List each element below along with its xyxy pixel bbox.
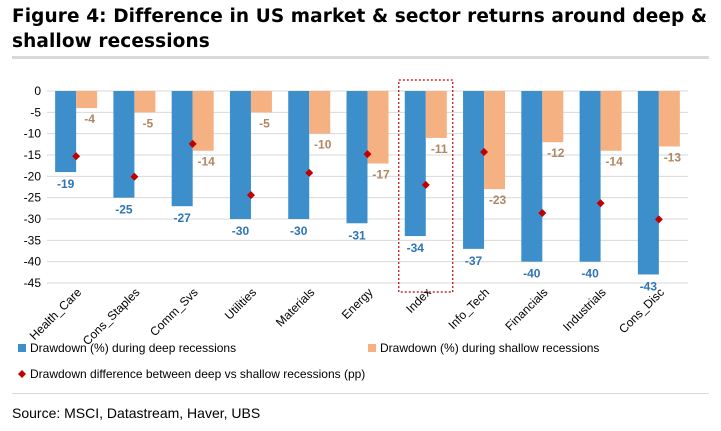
title-divider xyxy=(12,56,709,59)
y-tick-label: -20 xyxy=(24,169,42,183)
bar-shallow-index xyxy=(425,91,447,138)
deep-value-label: -43 xyxy=(640,279,658,293)
x-tick-label: Index xyxy=(403,285,434,316)
bar-shallow-financials xyxy=(542,91,564,143)
deep-value-label: -37 xyxy=(465,254,483,268)
legend-deep-label: Drawdown (%) during deep recessions xyxy=(30,341,236,355)
bar-deep-financials xyxy=(521,91,543,262)
y-tick-label: 0 xyxy=(34,84,41,98)
deep-value-label: -30 xyxy=(232,224,250,238)
legend-difference-swatch xyxy=(18,370,26,378)
difference-marker xyxy=(130,172,139,181)
legend-shallow-swatch xyxy=(368,344,376,352)
highlight-box xyxy=(398,79,454,293)
y-tick-label: -45 xyxy=(24,276,42,290)
deep-value-label: -19 xyxy=(57,177,75,191)
x-tick-label: Health_Care xyxy=(27,285,85,343)
difference-marker xyxy=(246,191,255,200)
highlight-box-layer xyxy=(398,79,454,293)
bar-deep-comm-svs xyxy=(171,91,193,207)
y-tick-label: -10 xyxy=(24,127,42,141)
shallow-value-label: -11 xyxy=(431,142,448,156)
y-tick-label: -25 xyxy=(24,191,42,205)
x-tick-label: Industrials xyxy=(560,285,609,334)
bar-shallow-health-care xyxy=(76,91,98,109)
bar-deep-health-care xyxy=(55,91,77,173)
bar-shallow-cons-disc xyxy=(658,91,680,147)
bar-shallow-utilities xyxy=(250,91,272,113)
difference-markers xyxy=(72,139,663,224)
deep-value-label: -31 xyxy=(348,228,366,242)
shallow-value-label: -10 xyxy=(314,138,332,152)
difference-marker xyxy=(72,152,81,161)
legend-deep-swatch xyxy=(18,344,26,352)
y-tick-label: -5 xyxy=(30,105,41,119)
bar-shallow-industrials xyxy=(600,91,622,151)
x-tick-label: Materials xyxy=(273,285,317,329)
difference-marker xyxy=(188,139,197,148)
bar-deep-info-tech xyxy=(463,91,485,249)
bar-shallow-materials xyxy=(309,91,331,134)
bar-deep-cons-staples xyxy=(113,91,135,198)
difference-marker xyxy=(480,148,489,157)
bar-shallow-info-tech xyxy=(484,91,506,190)
bar-deep-industrials xyxy=(579,91,601,262)
bar-deep-energy xyxy=(346,91,368,224)
figure-title: Figure 4: Difference in US market & sect… xyxy=(12,6,708,52)
bar-deep-index xyxy=(404,91,426,237)
deep-value-label: -40 xyxy=(523,267,541,281)
shallow-value-label: -14 xyxy=(605,155,623,169)
shallow-value-label: -23 xyxy=(489,193,507,207)
y-tick-label: -30 xyxy=(24,212,42,226)
legend-shallow-label: Drawdown (%) during shallow recessions xyxy=(380,341,599,355)
difference-marker xyxy=(538,209,547,218)
difference-marker xyxy=(596,199,605,208)
shallow-value-label: -5 xyxy=(259,116,270,130)
deep-value-label: -30 xyxy=(290,224,308,238)
difference-marker xyxy=(421,180,430,189)
bar-deep-utilities xyxy=(229,91,251,219)
shallow-value-label: -5 xyxy=(143,116,154,130)
bar-shallow-energy xyxy=(367,91,389,164)
bar-deep-materials xyxy=(288,91,310,219)
deep-value-label: -27 xyxy=(174,211,192,225)
x-tick-label: Cons_Staples xyxy=(80,285,143,348)
y-tick-label: -35 xyxy=(24,233,42,247)
shallow-value-label: -12 xyxy=(547,146,565,160)
recession-returns-chart: 0 -5 -10 -15 -20 -25 -30 -35 -40 -45 -19 -4 -25 -5 -2… xyxy=(18,79,688,381)
deep-value-label: -40 xyxy=(581,267,599,281)
bar-deep-cons-disc xyxy=(637,91,659,275)
deep-value-label: -25 xyxy=(115,203,133,217)
difference-marker xyxy=(363,150,372,159)
bars xyxy=(55,91,680,275)
x-tick-label: Info_Tech xyxy=(445,285,492,332)
y-tick-label: -15 xyxy=(24,148,42,162)
shallow-value-label: -14 xyxy=(198,155,216,169)
shallow-value-label: -17 xyxy=(372,168,390,182)
x-tick-label: Utilities xyxy=(222,285,259,322)
data-labels: -19 -4 -25 -5 -27 -14 -30 -5 -30 -10 -31 -17 -34 -11 -… xyxy=(57,112,681,293)
y-tick-label: -40 xyxy=(24,255,42,269)
difference-marker xyxy=(654,215,663,224)
source-note: Source: MSCI, Datastream, Haver, UBS xyxy=(12,405,261,421)
legend: Drawdown (%) during deep recessions Drawd… xyxy=(18,341,599,381)
y-axis: 0 -5 -10 -15 -20 -25 -30 -35 -40 -45 xyxy=(24,84,42,290)
x-tick-label: Comm_Svs xyxy=(147,285,201,339)
x-tick-label: Energy xyxy=(339,285,376,322)
footer-divider xyxy=(12,393,709,394)
deep-value-label: -34 xyxy=(407,241,425,255)
x-tick-label: Financials xyxy=(502,285,550,333)
shallow-value-label: -4 xyxy=(84,112,95,126)
bar-shallow-comm-svs xyxy=(192,91,214,151)
difference-marker xyxy=(305,168,314,177)
bar-shallow-cons-staples xyxy=(134,91,156,113)
legend-difference-label: Drawdown difference between deep vs shal… xyxy=(30,367,365,381)
shallow-value-label: -13 xyxy=(664,150,682,164)
